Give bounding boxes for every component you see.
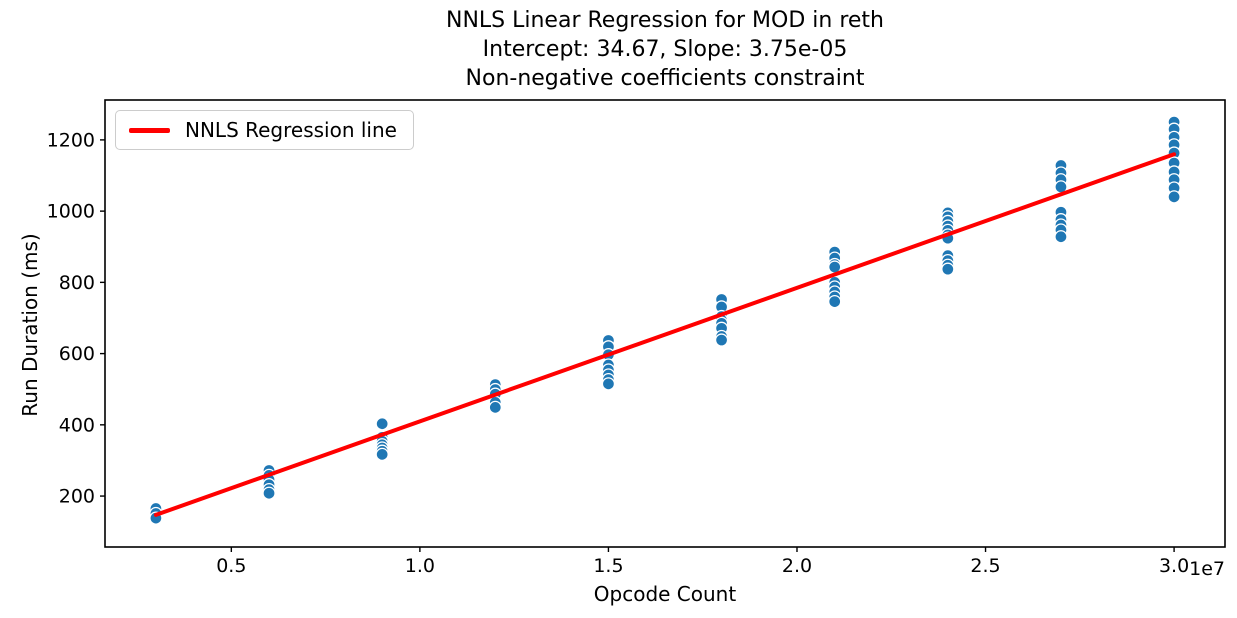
legend: NNLS Regression line [115,110,414,150]
x-tick-label: 2.5 [970,555,1000,577]
scatter-point [828,294,842,309]
y-axis-label: Run Duration (ms) [18,233,42,417]
x-tick-label: 3.0 [1159,555,1189,577]
scatter-point [375,447,389,462]
scatter-point [941,262,955,276]
x-axis-label: Opcode Count [593,582,737,606]
scatter-point [714,333,729,347]
regression-line [153,152,1177,517]
x-axis-offset-text: 1e7 [1189,558,1225,580]
y-tick-label: 800 [59,272,95,294]
plot-border [104,99,1226,548]
y-tick-label: 400 [59,414,95,436]
y-tick-label: 1200 [47,129,95,151]
scatter-point [262,486,276,500]
y-tick-label: 200 [59,486,95,508]
scatter-point [375,417,389,431]
scatter-point [601,377,616,391]
chart-title-line-3: Non-negative coefficients constraint [465,66,865,91]
x-tick-label: 1.5 [593,555,623,577]
chart-title-line-2: Intercept: 34.67, Slope: 3.75e-05 [482,37,848,62]
legend-label: NNLS Regression line [185,118,397,142]
scatter-point [1167,190,1181,204]
x-tick-label: 2.0 [782,555,812,577]
x-tick-label: 0.5 [216,555,246,577]
y-tick-label: 1000 [47,201,95,223]
scatter-point [488,400,502,415]
x-tick-label: 1.0 [405,555,435,577]
y-tick-label: 600 [59,343,95,365]
legend-line-sample [129,127,170,133]
chart-title-line-1: NNLS Linear Regression for MOD in reth [445,8,884,33]
chart-title: NNLS Linear Regression for MOD in reth I… [105,6,1225,93]
scatter-point [1054,230,1068,244]
